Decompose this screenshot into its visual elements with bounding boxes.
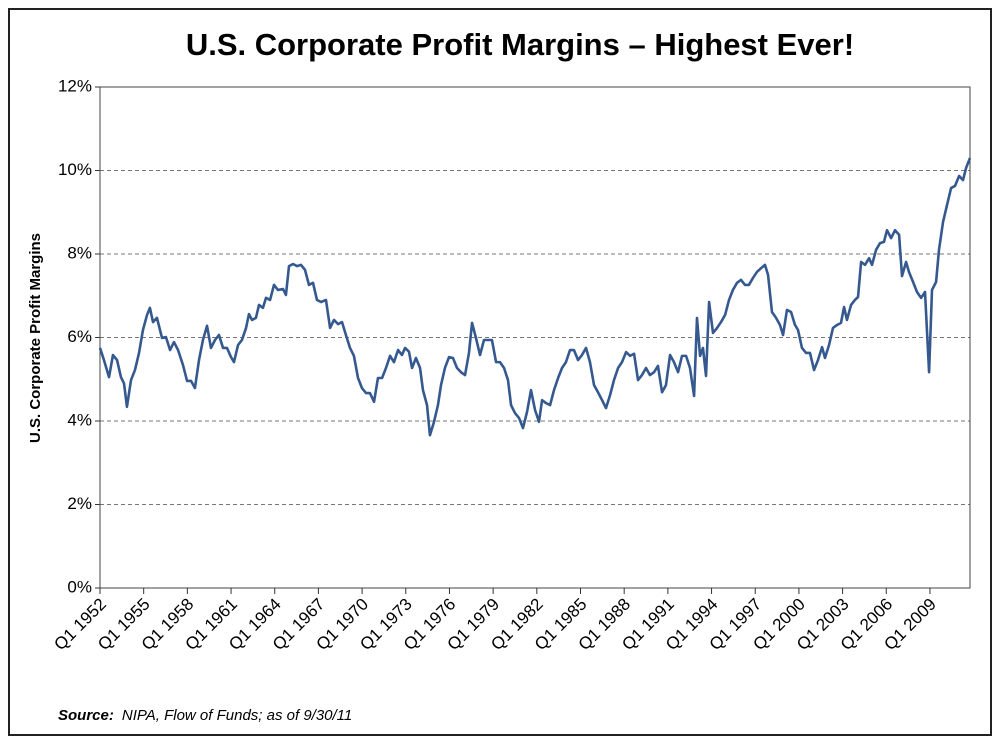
- plot-frame: [99, 86, 971, 589]
- source-label: Source:: [58, 707, 114, 724]
- y-tick-label: 8%: [67, 243, 92, 262]
- source-text: NIPA, Flow of Funds; as of 9/30/11: [122, 707, 352, 724]
- y-axis-label: U.S. Corporate Profit Margins: [27, 233, 44, 443]
- outer-border: [8, 8, 992, 736]
- chart-title: U.S. Corporate Profit Margins – Highest …: [186, 27, 854, 62]
- source-note: Source: NIPA, Flow of Funds; as of 9/30/1…: [58, 707, 352, 724]
- y-tick-label: 4%: [67, 410, 92, 429]
- y-tick-label: 2%: [67, 494, 92, 513]
- line-series: [98, 157, 972, 437]
- y-tick-label: 12%: [58, 76, 92, 95]
- y-tick-label: 0%: [67, 577, 92, 596]
- y-tick-label: 6%: [67, 327, 92, 346]
- y-tick-label: 10%: [58, 160, 92, 179]
